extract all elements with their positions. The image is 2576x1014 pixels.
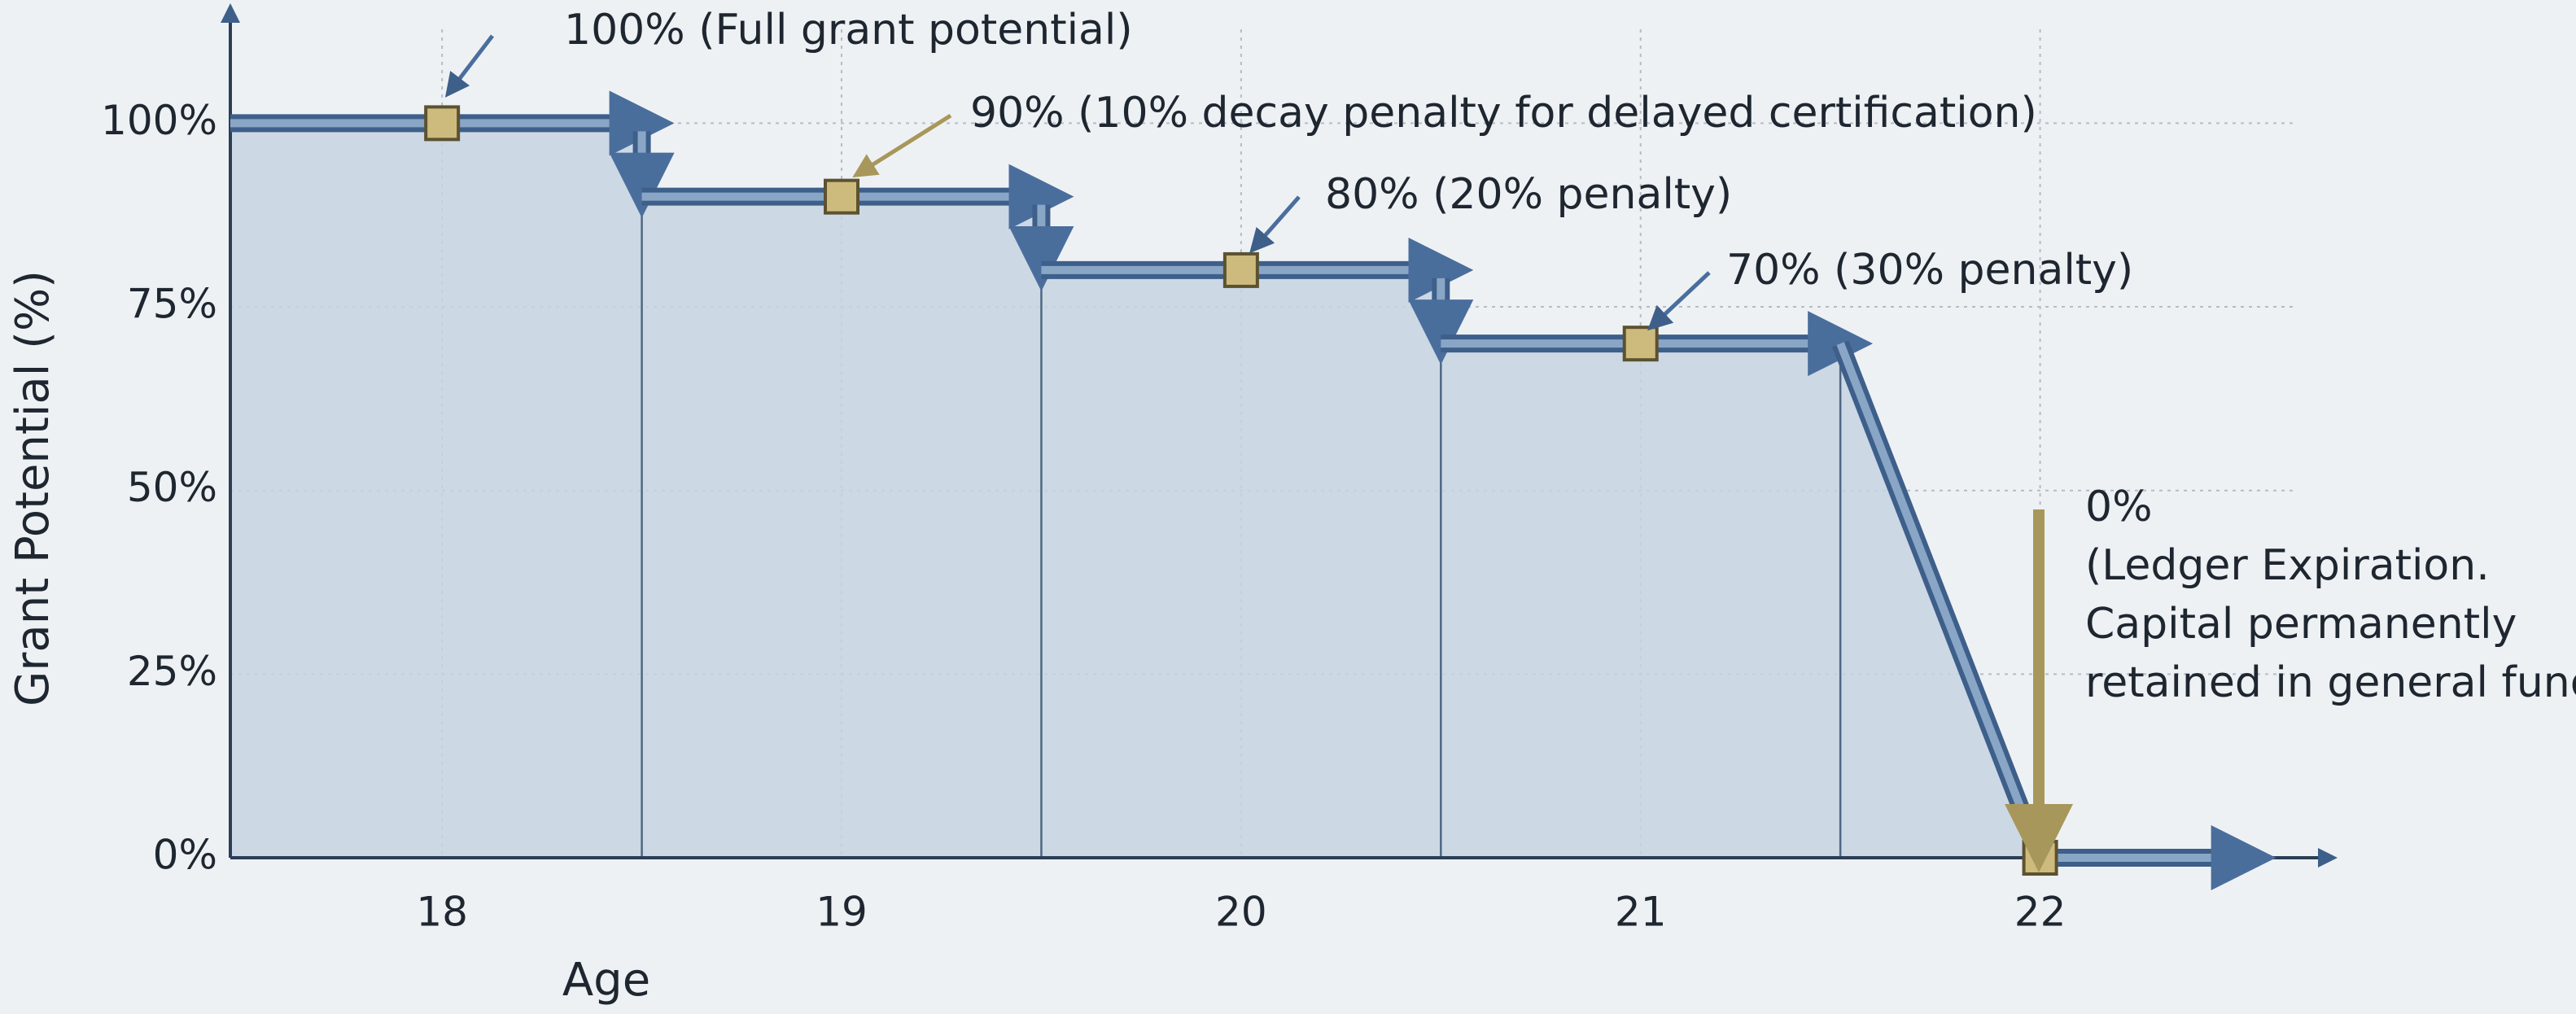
annotation-arrow <box>852 113 952 177</box>
annotation: 0% <box>2085 483 2153 531</box>
x-tick-label: 21 <box>1615 889 1667 936</box>
y-axis-title: Grant Potential (%) <box>7 270 59 706</box>
data-marker <box>1222 251 1259 288</box>
annotation: retained in general fund) <box>2085 658 2576 707</box>
annotation: 100% (Full grant potential) <box>564 6 1133 55</box>
data-marker <box>824 178 860 215</box>
annotation-arrow <box>1249 195 1301 254</box>
annotation-arrow <box>444 34 494 98</box>
annotation: (Ledger Expiration. <box>2085 541 2490 590</box>
data-marker <box>1622 326 1659 362</box>
decay-line-inner <box>1836 342 2045 859</box>
x-axis-title: Age <box>562 954 650 1007</box>
x-tick-label: 22 <box>2014 889 2066 936</box>
annotation: 70% (30% penalty) <box>1726 246 2133 295</box>
y-tick-label: 100% <box>101 97 217 144</box>
annotation: Capital permanently <box>2085 600 2517 649</box>
y-tick-label: 0% <box>153 832 217 879</box>
x-tick-label: 18 <box>416 889 468 936</box>
area-fill <box>230 123 2040 859</box>
annotation: 90% (10% decay penalty for delayed certi… <box>970 89 2037 138</box>
x-tick-label: 20 <box>1215 889 1267 936</box>
annotation: 80% (20% penalty) <box>1325 170 1732 219</box>
data-marker <box>2022 840 2058 876</box>
data-marker <box>424 105 461 142</box>
y-tick-label: 75% <box>127 281 217 328</box>
y-tick-label: 50% <box>127 464 217 511</box>
annotation-arrow <box>1647 271 1711 331</box>
y-tick-label: 25% <box>127 648 217 695</box>
x-tick-label: 19 <box>816 889 868 936</box>
